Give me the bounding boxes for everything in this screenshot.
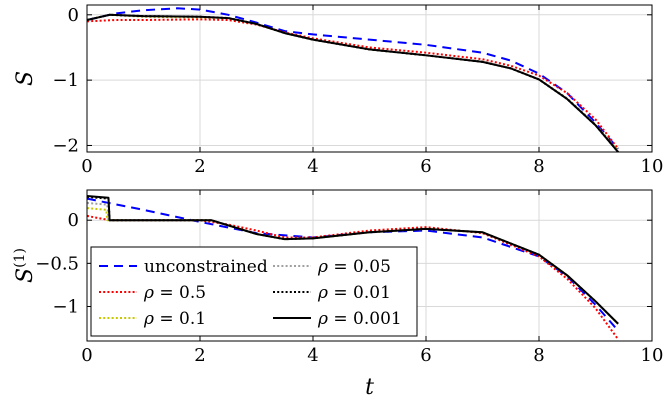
x-tick-label: 0	[81, 156, 92, 177]
series-line-1	[87, 18, 619, 150]
x-tick-label: 0	[81, 345, 92, 366]
y-tick-label: −1	[52, 296, 79, 317]
legend-label-0: unconstrained	[144, 257, 268, 277]
legend-label-2: ρ = 0.1	[143, 309, 206, 329]
y-axis-label: S(1)	[12, 248, 38, 283]
axes-box	[86, 4, 653, 153]
series-line-2	[87, 13, 619, 152]
y-tick-label: −0.5	[35, 253, 79, 274]
x-tick-label: 6	[420, 345, 431, 366]
series-line-0	[87, 7, 619, 150]
series-line-3	[87, 13, 619, 152]
x-tick-label: 6	[420, 156, 431, 177]
x-tick-label: 4	[307, 156, 318, 177]
y-axis-label: S	[13, 71, 38, 86]
y-tick-label: −1	[52, 70, 79, 91]
series-line-5	[87, 13, 619, 152]
legend: unconstrained ρ = 0.5 ρ = 0.1 ρ = 0.05 ρ = 0…	[90, 246, 418, 337]
legend-label-4: ρ = 0.01	[317, 283, 391, 303]
chart-top: 0 2 4 6 8 10 0 −1 −2 S	[13, 4, 664, 177]
x-tick-label: 8	[533, 156, 544, 177]
x-tick-label: 8	[533, 345, 544, 366]
y-tick-label: −2	[52, 135, 79, 156]
x-tick-label: 2	[194, 345, 205, 366]
legend-label-5: ρ = 0.001	[317, 309, 402, 329]
legend-box	[90, 246, 418, 337]
x-tick-label: 4	[307, 345, 318, 366]
x-axis-label: t	[365, 375, 374, 400]
chart-bottom: 0 2 4 6 8 10 0 −0.5 −1 S(1) t unconstrained ρ = 0.5 ρ…	[12, 189, 664, 400]
legend-label-3: ρ = 0.05	[317, 257, 391, 277]
axes-box	[86, 189, 653, 342]
y-tick-label: 0	[68, 5, 79, 26]
y-tick-label: 0	[68, 210, 79, 231]
legend-label-1: ρ = 0.5	[143, 283, 206, 303]
x-tick-label: 10	[641, 345, 664, 366]
series-line-4	[87, 13, 619, 152]
series-line-5	[87, 195, 619, 325]
x-tick-label: 2	[194, 156, 205, 177]
x-tick-label: 10	[641, 156, 664, 177]
